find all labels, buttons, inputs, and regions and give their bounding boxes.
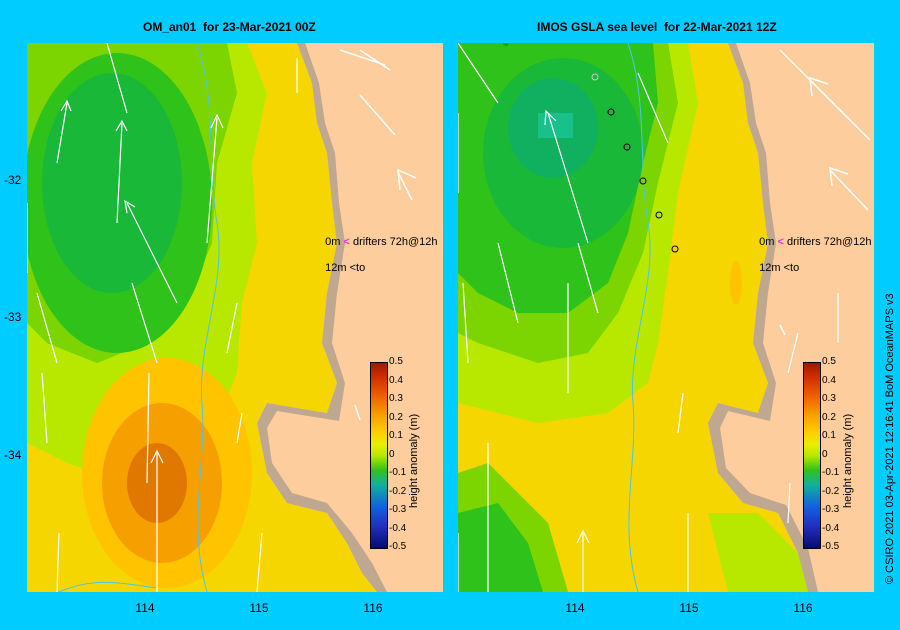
- x-tick-label: 116: [363, 601, 383, 615]
- left-colorbar: [370, 362, 388, 549]
- drifter-arrow-icon: <: [783, 262, 791, 274]
- drifter-depth-label: 0m: [759, 236, 775, 248]
- colorbar-tick-label: -0.3: [822, 504, 840, 515]
- colorbar-tick-label: -0.1: [389, 467, 407, 478]
- colorbar-tick-label: 0.3: [389, 393, 403, 404]
- y-tick-label: -34: [4, 448, 22, 462]
- x-tick-label: 115: [679, 601, 699, 615]
- colorbar-tick-label: -0.5: [389, 541, 407, 552]
- right-map-svg: [458, 43, 874, 592]
- drifter-text: to: [790, 262, 800, 274]
- colorbar-tick-label: 0: [389, 448, 395, 460]
- colorbar-tick-label: -0.4: [822, 522, 840, 534]
- colorbar-tick-label: 0.5: [822, 356, 836, 367]
- drifter-arrow-icon: <: [343, 236, 350, 248]
- colorbar-tick-label: 0.4: [389, 374, 403, 386]
- colorbar-tick-label: -0.1: [822, 467, 840, 478]
- colorbar-tick-label: -0.2: [822, 485, 840, 497]
- x-tick-label: 116: [793, 601, 813, 615]
- colorbar-tick-label: -0.5: [822, 541, 840, 552]
- colorbar-tick-label: 0.4: [822, 374, 836, 386]
- drifter-text: to: [356, 262, 366, 274]
- right-map-panel: [458, 43, 874, 592]
- y-tick-label: -33: [4, 310, 22, 324]
- drifter-text: drifters 72h@12h: [786, 236, 872, 248]
- credit-text: © CSIRO 2021 03-Apr-2021 12:16:41 BoM Oc…: [884, 293, 896, 584]
- left-panel-title: OM_an01 for 23-Mar-2021 00Z: [143, 20, 316, 34]
- drifter-text: drifters 72h@12h: [352, 236, 438, 248]
- colorbar-tick-label: 0.1: [389, 430, 403, 441]
- right-colorbar: [803, 362, 821, 549]
- left-colorbar-title: height anomaly (m): [408, 413, 420, 508]
- y-tick-label: -32: [4, 173, 22, 187]
- left-drifter-legend: 0m < drifters 72h@12h 12m <to: [319, 223, 438, 275]
- drifter-depth-label: 12m: [759, 262, 781, 274]
- right-panel-title: IMOS GSLA sea level for 22-Mar-2021 12Z: [537, 20, 777, 34]
- drifter-arrow-icon: <: [777, 236, 784, 248]
- drifter-depth-label: 12m: [325, 262, 347, 274]
- colorbar-tick-label: 0.2: [389, 411, 403, 423]
- colorbar-tick-label: -0.3: [389, 504, 407, 515]
- drifter-depth-label: 0m: [325, 236, 341, 248]
- colorbar-tick-label: 0.5: [389, 356, 403, 367]
- x-tick-label: 114: [135, 601, 155, 615]
- drifter-arrow-icon: <: [349, 262, 357, 274]
- right-colorbar-title: height anomaly (m): [842, 413, 854, 508]
- x-tick-label: 115: [249, 601, 269, 615]
- x-tick-label: 114: [565, 601, 585, 615]
- colorbar-tick-label: -0.2: [389, 485, 407, 497]
- colorbar-tick-label: 0.3: [822, 393, 836, 404]
- colorbar-tick-label: 0.1: [822, 430, 836, 441]
- colorbar-tick-label: -0.4: [389, 522, 407, 534]
- right-drifter-legend: 0m < drifters 72h@12h 12m <to: [753, 223, 872, 275]
- colorbar-tick-label: 0: [822, 448, 828, 460]
- colorbar-tick-label: 0.2: [822, 411, 836, 423]
